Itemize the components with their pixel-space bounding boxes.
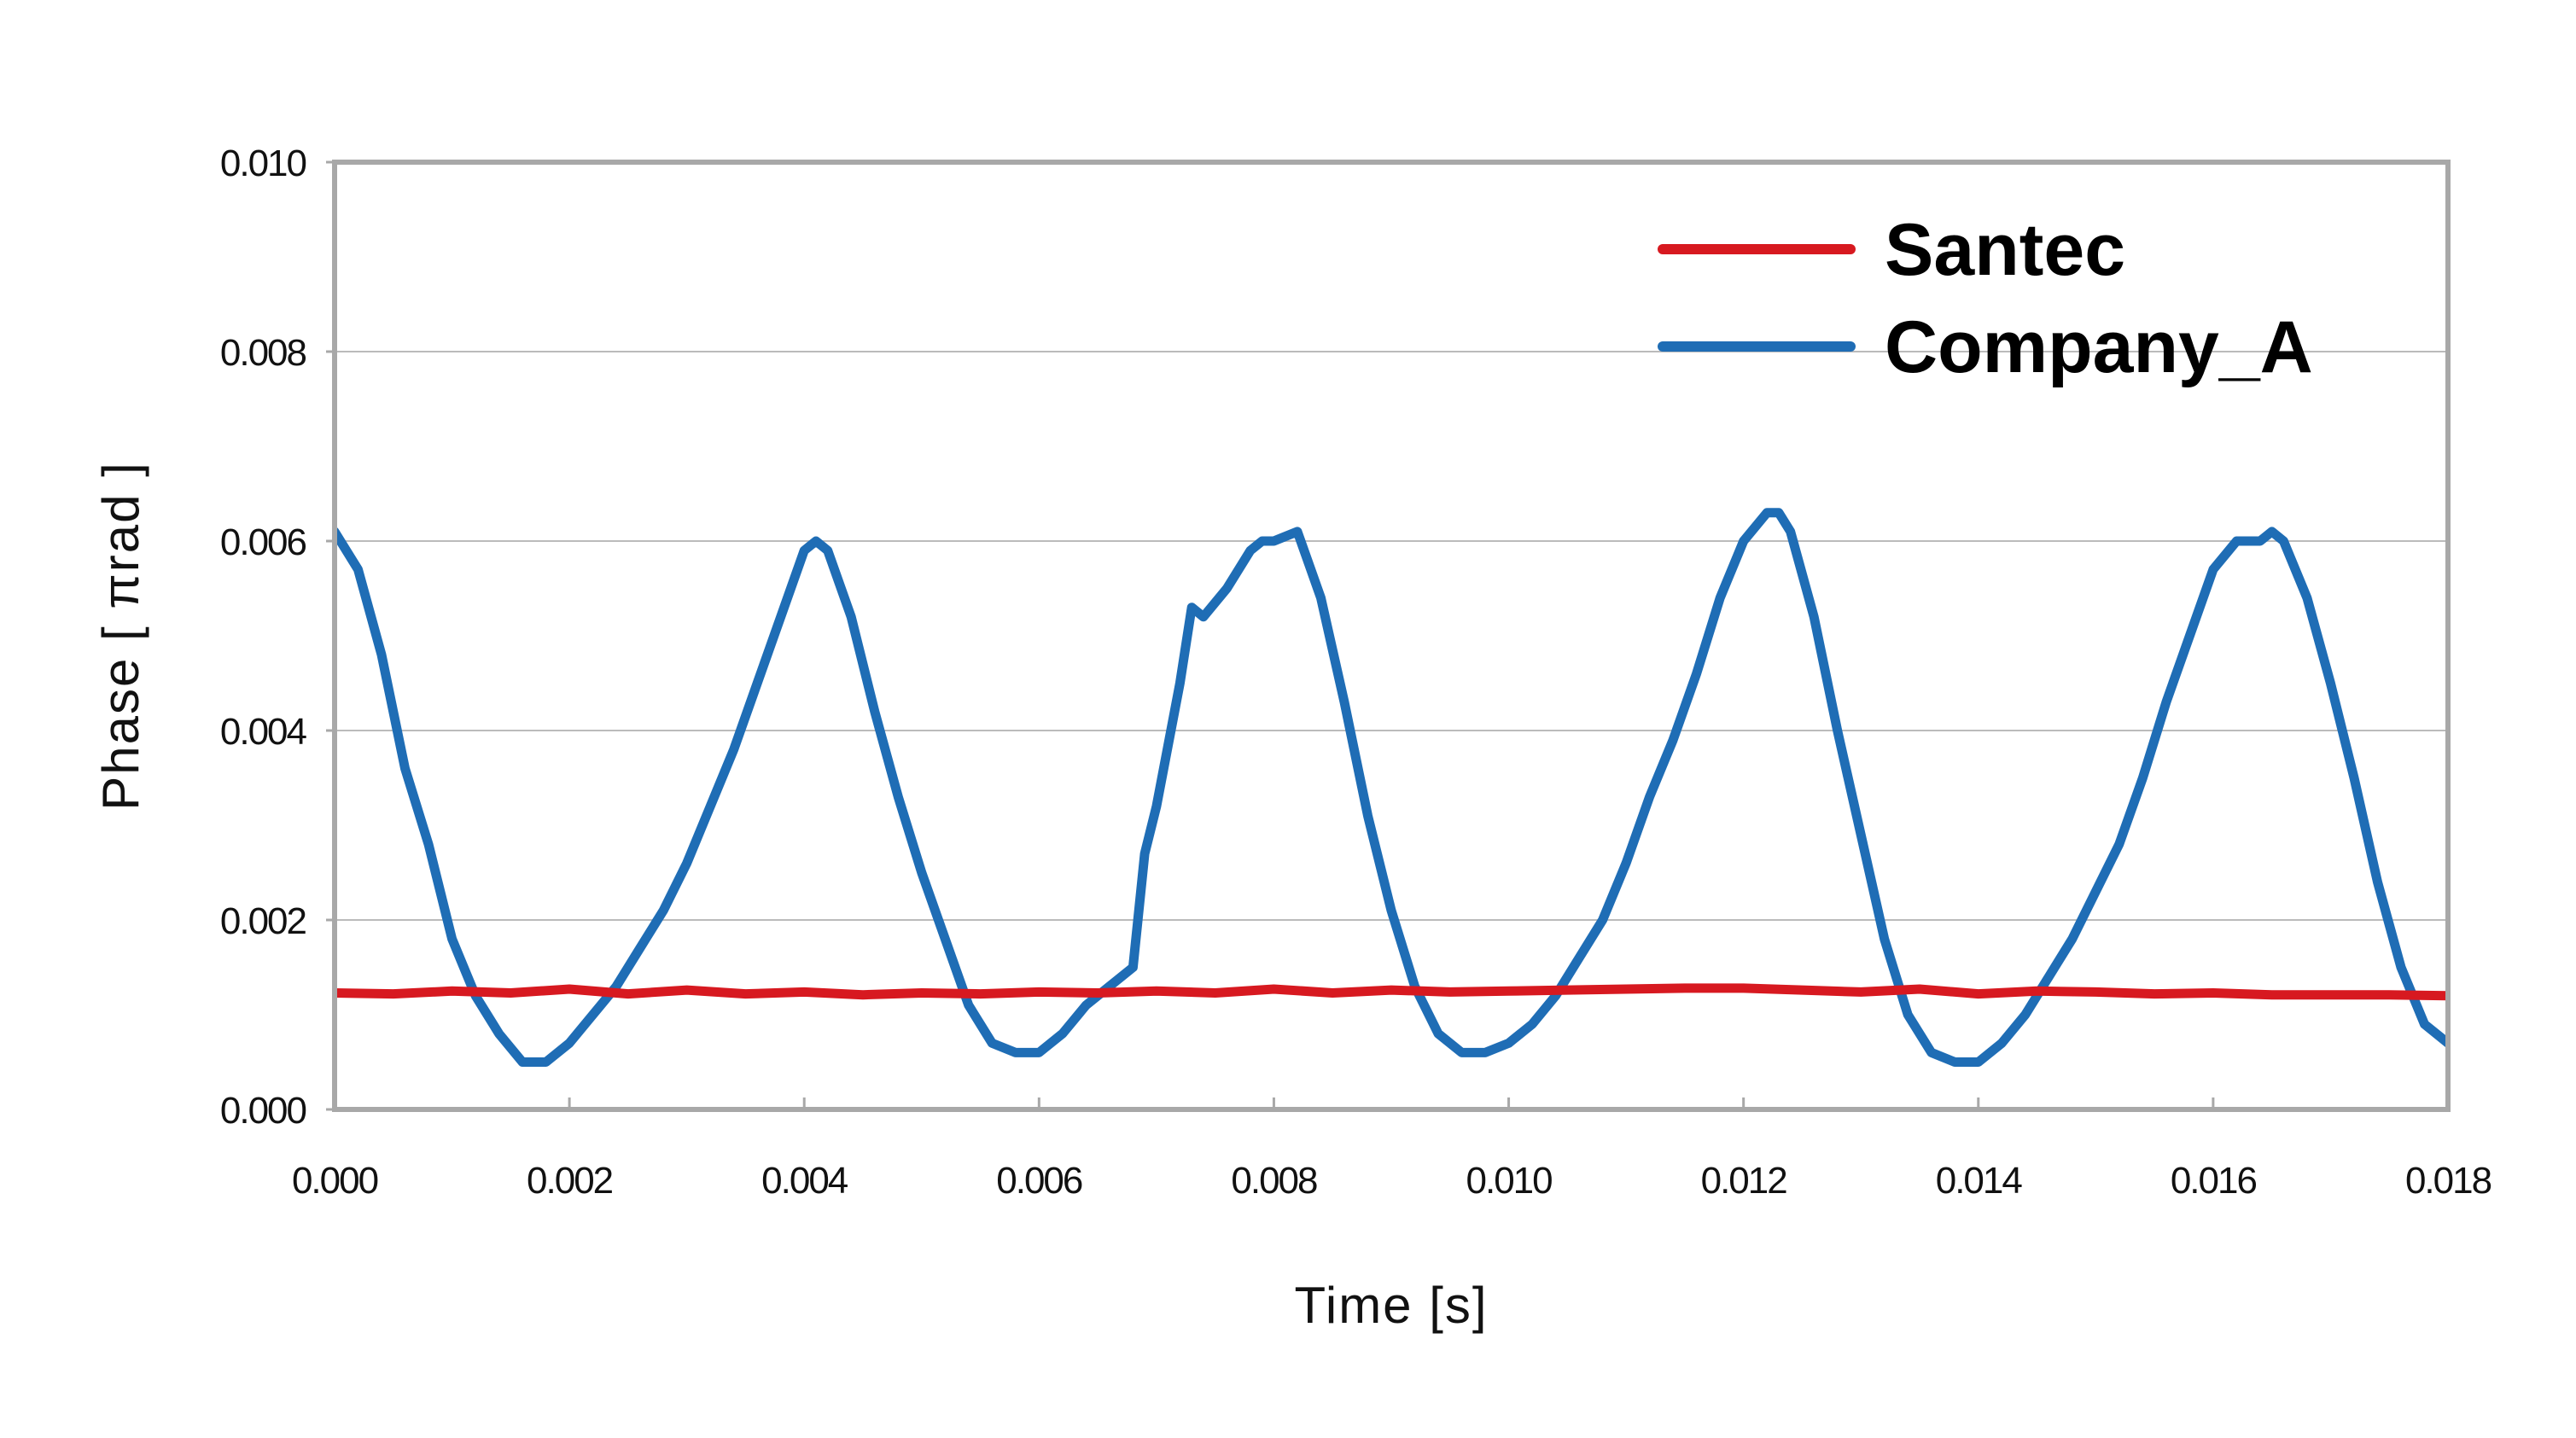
grid-lines <box>335 351 2448 921</box>
x-tick-label: 0.006 <box>996 1160 1082 1202</box>
x-tick-label: 0.016 <box>2171 1160 2257 1202</box>
y-axis-title: Phase [ πrad ] <box>92 461 149 811</box>
y-tick-label: 0.006 <box>220 521 306 563</box>
x-tick-label: 0.002 <box>527 1160 613 1202</box>
y-tick-label: 0.008 <box>220 332 306 374</box>
x-tick-label: 0.012 <box>1701 1160 1787 1202</box>
series-layer <box>335 508 2448 1067</box>
legend-label: Company_A <box>1885 306 2313 388</box>
series-line-company-a <box>335 508 2448 1067</box>
y-tick-label: 0.004 <box>220 711 307 753</box>
legend: Santec Company_A <box>1658 209 2313 388</box>
plot-frame <box>332 160 2451 1112</box>
y-tick-label: 0.010 <box>220 143 306 184</box>
x-tick-label: 0.018 <box>2405 1160 2491 1202</box>
legend-label: Santec <box>1885 209 2125 291</box>
x-tick-label: 0.010 <box>1466 1160 1553 1202</box>
y-axis-ticks: 0.000 0.002 0.004 0.006 0.008 0.010 <box>220 143 335 1132</box>
x-tick-label: 0.014 <box>1936 1160 2023 1202</box>
series-line-santec <box>335 983 2448 1001</box>
x-tick-label: 0.008 <box>1231 1160 1317 1202</box>
x-axis-ticks: 0.000 0.002 0.004 0.006 0.008 0.010 0.012 0.014… <box>292 1097 2493 1202</box>
x-tick-label: 0.004 <box>761 1160 848 1202</box>
y-tick-label: 0.000 <box>220 1090 306 1132</box>
y-tick-label: 0.002 <box>220 900 306 942</box>
x-tick-label: 0.000 <box>292 1160 378 1202</box>
x-axis-title: Time [s] <box>1294 1277 1488 1334</box>
